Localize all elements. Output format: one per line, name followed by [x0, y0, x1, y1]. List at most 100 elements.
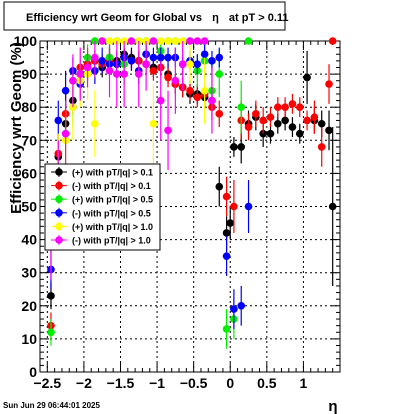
legend-label: (-) with pT/|q| > 0.1 — [72, 181, 151, 191]
data-point — [105, 66, 114, 75]
data-point — [113, 70, 121, 78]
data-point — [317, 143, 326, 151]
data-point — [274, 103, 282, 111]
data-point — [252, 110, 260, 118]
x-tick-label: −1.5 — [107, 375, 135, 391]
axes: −2.5 −2 −1.5 −1 −0.5 0 0.5 10102030405060708090… — [14, 33, 340, 391]
data-point — [186, 60, 194, 68]
data-point — [76, 70, 85, 78]
data-point — [222, 229, 231, 237]
y-tick-label: 50 — [21, 199, 37, 215]
data-point — [142, 60, 150, 68]
legend: (+) with pT/|q| > 0.1 (-) with pT/|q| > 0… — [44, 163, 161, 251]
chart-title: Efficiency wrt Geom for Global vs η at p… — [26, 12, 289, 24]
x-tick-label: −0.5 — [180, 375, 208, 391]
data-point — [281, 116, 289, 125]
legend-marker — [55, 168, 63, 176]
legend-label: (+) with pT/|q| > 0.5 — [72, 195, 153, 205]
data-point — [222, 325, 231, 333]
legend-marker — [55, 195, 63, 203]
data-point — [186, 37, 194, 45]
data-point — [266, 113, 275, 121]
legend-label: (+) with pT/|q| > 0.1 — [72, 168, 153, 178]
legend-marker — [55, 209, 63, 217]
timestamp: Sun Jun 29 06:44:01 2025 — [3, 401, 100, 410]
data-point — [215, 110, 224, 118]
y-tick-label: 40 — [21, 232, 37, 248]
data-point — [164, 126, 172, 135]
data-point — [244, 202, 253, 211]
title-box — [3, 1, 286, 31]
y-tick-label: 70 — [21, 132, 37, 148]
data-point — [215, 70, 224, 78]
data-point — [149, 37, 158, 45]
data-point — [105, 37, 114, 45]
data-point — [156, 37, 165, 45]
data-point — [120, 70, 128, 78]
x-tick-label: 1 — [300, 375, 308, 391]
y-tick-label: 60 — [21, 165, 37, 181]
x-tick-label: −1 — [149, 375, 165, 391]
y-tick-label: 0 — [29, 364, 37, 380]
data-point — [193, 60, 202, 68]
data-point — [156, 53, 165, 62]
data-point — [230, 202, 238, 211]
data-point — [259, 116, 267, 125]
data-point — [208, 57, 216, 65]
y-axis-title: Efficiency wrt Geom (%) — [8, 42, 25, 214]
data-point — [310, 113, 319, 121]
data-point — [215, 182, 224, 191]
data-point — [288, 123, 297, 131]
y-tick-label: 30 — [21, 265, 37, 281]
data-point — [244, 123, 253, 131]
x-tick-label: 0.5 — [257, 375, 277, 391]
x-axis-title: η — [328, 398, 337, 414]
data-point — [149, 53, 158, 62]
data-point — [69, 76, 77, 85]
data-point — [127, 57, 136, 65]
data-point — [295, 103, 304, 111]
data-point — [186, 86, 194, 95]
data-point — [164, 73, 172, 82]
data-point — [178, 60, 187, 68]
data-point — [200, 50, 209, 59]
data-point — [98, 57, 106, 65]
data-point — [328, 37, 337, 45]
y-tick-label: 10 — [21, 331, 37, 347]
data-point — [244, 37, 253, 45]
data-point — [208, 96, 216, 105]
data-point — [230, 143, 238, 151]
data-point — [325, 80, 333, 88]
data-point — [281, 103, 289, 111]
data-point — [200, 86, 209, 95]
data-point — [171, 76, 180, 85]
data-point — [230, 305, 238, 313]
data-point — [222, 192, 231, 201]
data-point — [303, 73, 311, 82]
data-point — [237, 143, 246, 151]
series-layer — [47, 37, 337, 349]
y-tick-label: 20 — [21, 298, 37, 314]
x-tick-label: −2.5 — [33, 375, 61, 391]
legend-label: (-) with pT/|q| > 1.0 — [72, 236, 151, 246]
y-tick-label: 90 — [21, 66, 37, 82]
legend-marker — [55, 236, 63, 244]
x-tick-label: 0 — [226, 375, 234, 391]
data-point — [91, 119, 99, 128]
x-tick-label: −2 — [76, 375, 92, 391]
data-point — [226, 219, 235, 227]
data-point — [61, 129, 70, 138]
data-point — [149, 66, 158, 75]
data-point — [47, 292, 55, 300]
data-point — [317, 119, 326, 128]
legend-marker — [55, 181, 63, 190]
data-point — [127, 37, 136, 45]
legend-label: (+) with pT/|q| > 1.0 — [72, 222, 153, 232]
data-point — [266, 129, 275, 138]
legend-marker — [55, 222, 63, 231]
y-tick-label: 100 — [14, 33, 38, 49]
data-point — [54, 116, 63, 125]
data-point — [288, 100, 297, 108]
data-point — [61, 86, 70, 95]
